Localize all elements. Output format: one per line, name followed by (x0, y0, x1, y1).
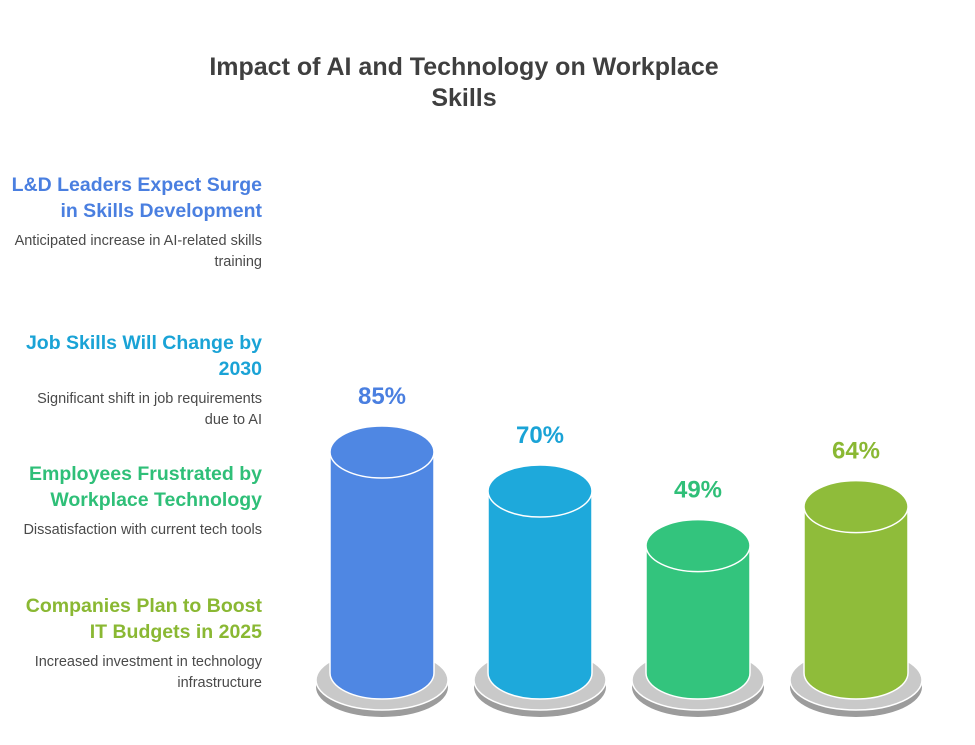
cylinder-top (487, 464, 593, 518)
cylinder-top (329, 425, 435, 479)
legend-item-employees-frustrated: Employees Frustrated by Workplace Techno… (10, 461, 262, 541)
legend-description: Anticipated increase in AI-related skill… (14, 233, 262, 270)
legend-description: Increased investment in technology infra… (34, 654, 262, 691)
value-label: 49% (674, 477, 722, 504)
legend-item-job-skills: Job Skills Will Change by 2030 Significa… (10, 330, 262, 431)
value-label: 85% (358, 383, 406, 410)
legend-description: Dissatisfaction with current tech tools (23, 522, 262, 538)
legend-heading: Job Skills Will Change by 2030 (25, 332, 262, 380)
cylinder-bar (645, 544, 751, 700)
legend-heading: Companies Plan to Boost IT Budgets in 20… (25, 595, 262, 643)
legend-heading: L&D Leaders Expect Surge in Skills Devel… (11, 174, 262, 222)
cylinder-top (803, 479, 909, 534)
cylinder-top (645, 518, 751, 573)
cylinder-bar (803, 505, 909, 700)
legend-description: Significant shift in job requirements du… (37, 391, 262, 428)
chart-title: Impact of AI and Technology on Workplace… (209, 53, 719, 112)
cylinder-bar (329, 451, 435, 700)
cylinder-bar (487, 490, 593, 700)
legend-item-ld-leaders: L&D Leaders Expect Surge in Skills Devel… (10, 172, 262, 273)
legend-heading: Employees Frustrated by Workplace Techno… (29, 463, 262, 511)
legend-item-it-budgets: Companies Plan to Boost IT Budgets in 20… (10, 593, 262, 694)
value-label: 64% (832, 438, 880, 465)
value-label: 70% (516, 422, 564, 449)
